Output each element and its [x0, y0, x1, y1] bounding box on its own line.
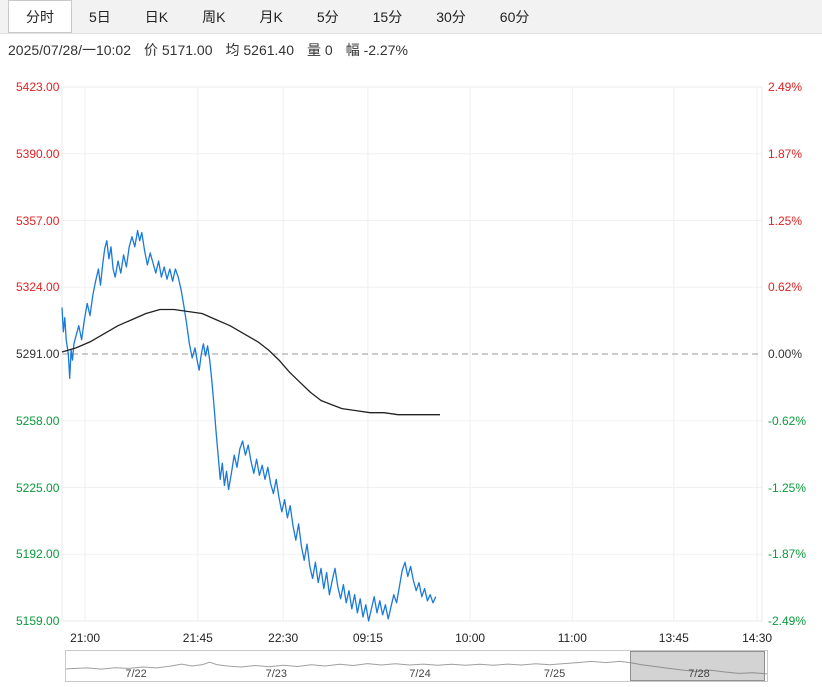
plot-frame [61, 86, 763, 622]
percent-axis-label: 1.87% [768, 146, 803, 161]
quote-info-bar: 2025/07/28/一10:02 价 5171.00 均 5261.40 量 … [0, 35, 822, 64]
tab-30min[interactable]: 30分 [436, 8, 466, 25]
time-axis-label: 14:30 [742, 631, 773, 645]
time-axis-label: 10:00 [455, 631, 486, 645]
price-axis-label: 5324.00 [16, 280, 60, 295]
tab-15min[interactable]: 15分 [372, 8, 403, 25]
time-axis: 21:00 21:45 22:30 09:15 10:00 11:00 13:45 14:30 [0, 630, 822, 648]
quote-datetime: 2025/07/28/一10:02 [8, 41, 131, 58]
tab-daily-k[interactable]: 日K [144, 8, 169, 25]
date-navigator[interactable]: 7/22 7/23 7/24 7/25 7/28 [65, 650, 768, 682]
price-axis-label: 5291.00 [16, 347, 60, 361]
navigator-sparkline [66, 660, 767, 675]
navigator-date-label: 7/23 [265, 668, 288, 680]
navigator-date-label: 7/28 [688, 668, 710, 680]
price-axis-label: 5159.00 [16, 614, 60, 628]
price-axis-label: 5225.00 [16, 480, 60, 495]
navigator-sparkline-canvas [66, 660, 767, 675]
series-average [61, 308, 440, 416]
price-axis-label: 5390.00 [16, 146, 60, 161]
quote-price: 价 5171.00 [144, 41, 213, 58]
percent-axis-label: 0.62% [768, 280, 803, 295]
price-axis-label: 5423.00 [16, 80, 60, 94]
tab-timeshare[interactable]: 分时 [8, 0, 72, 33]
percent-axis-label: -1.87% [768, 547, 807, 562]
quote-average: 均 5261.40 [225, 41, 295, 58]
time-axis-label: 22:30 [268, 631, 299, 645]
tab-5day[interactable]: 5日 [89, 8, 111, 25]
percent-axis-label: 1.25% [768, 213, 803, 228]
time-axis-label: 13:45 [658, 631, 689, 645]
quote-change: 幅 -2.27% [345, 41, 408, 58]
time-axis-label: 11:00 [557, 631, 587, 645]
tab-monthly-k[interactable]: 月K [259, 8, 283, 25]
percent-axis-label: 2.49% [768, 80, 803, 94]
percent-axis-label: -1.25% [768, 480, 807, 495]
price-axis-label: 5357.00 [16, 213, 60, 228]
time-axis-label: 21:00 [70, 631, 101, 645]
price-chart-canvas[interactable] [0, 64, 822, 630]
price-axis-label: 5192.00 [16, 547, 60, 562]
percent-axis-label: -0.62% [768, 413, 807, 428]
tab-5min[interactable]: 5分 [316, 8, 339, 25]
time-axis-label: 09:15 [352, 631, 383, 645]
price-axis-label: 5258.00 [16, 413, 60, 428]
period-tabbar: 分时 5日 日K 周K 月K 5分 15分 30分 60分 [0, 0, 822, 34]
navigator-date-label: 7/24 [409, 668, 431, 680]
tab-weekly-k[interactable]: 周K [202, 8, 226, 25]
navigator-date-label: 7/25 [543, 668, 566, 680]
series-price [61, 229, 437, 622]
quote-volume: 量 0 [307, 41, 333, 58]
percent-axis-label: 0.00% [768, 347, 803, 361]
chart-area: 5423.00 5390.00 5357.00 5324.00 5291.00 5258.… [0, 64, 822, 630]
navigator-date-label: 7/22 [125, 668, 147, 680]
navigator-thumb[interactable] [630, 651, 765, 681]
time-axis-label: 21:45 [182, 631, 213, 645]
tab-60min[interactable]: 60分 [499, 8, 530, 25]
percent-axis-label: -2.49% [768, 614, 807, 628]
